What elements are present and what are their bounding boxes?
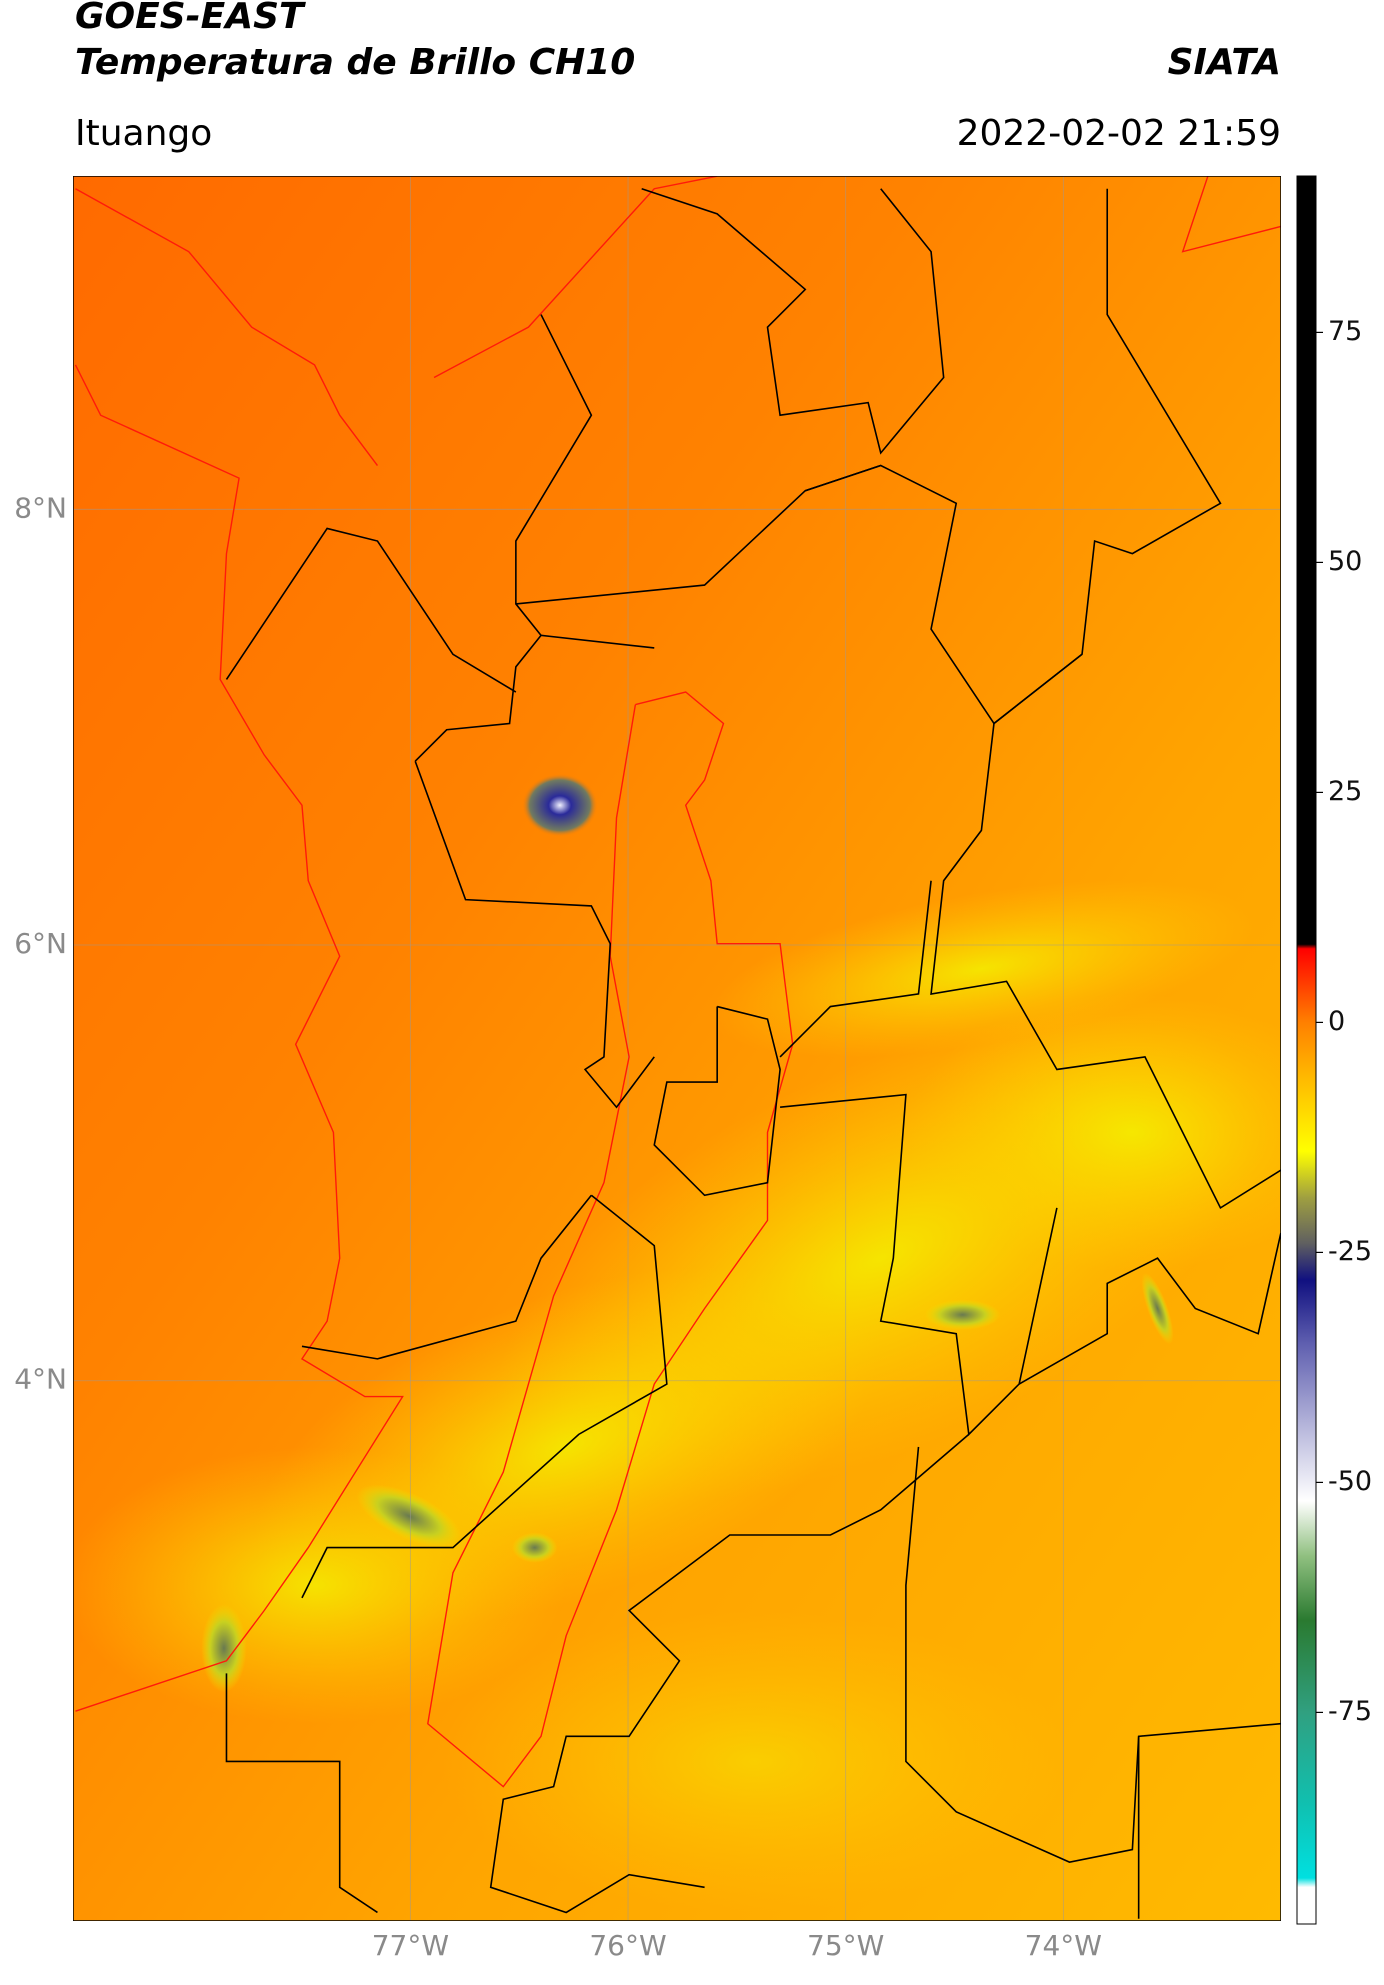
y-tick-label: 8°N bbox=[14, 491, 67, 524]
y-tick-label: 6°N bbox=[14, 927, 67, 960]
y-tick-label: 4°N bbox=[14, 1363, 67, 1396]
subtitle: Temperatura de Brillo CH10 bbox=[75, 42, 635, 83]
colorbar-tick-label: -50 bbox=[1328, 1466, 1372, 1497]
title: GOES-EAST bbox=[75, 0, 306, 37]
borders bbox=[75, 176, 1280, 1919]
datetime: 2022-02-02 21:59 bbox=[957, 113, 1281, 154]
colorbar-tick-label: -75 bbox=[1328, 1696, 1372, 1727]
x-tick-label: 74°W bbox=[1025, 1929, 1102, 1962]
x-tick-label: 77°W bbox=[372, 1929, 449, 1962]
colorbar-tick-label: 75 bbox=[1328, 316, 1362, 347]
map-area bbox=[73, 176, 1281, 1921]
colorbar-tick-label: 25 bbox=[1328, 776, 1362, 807]
colorbar bbox=[1296, 175, 1317, 1925]
colorbar-tick-label: 0 bbox=[1328, 1006, 1345, 1037]
x-tick-label: 75°W bbox=[807, 1929, 884, 1962]
x-tick-label: 76°W bbox=[589, 1929, 666, 1962]
colorbar-tick-label: 50 bbox=[1328, 546, 1362, 577]
location: Ituango bbox=[75, 113, 212, 154]
colorbar-tick-label: -25 bbox=[1328, 1236, 1372, 1267]
source: SIATA bbox=[1168, 42, 1281, 83]
